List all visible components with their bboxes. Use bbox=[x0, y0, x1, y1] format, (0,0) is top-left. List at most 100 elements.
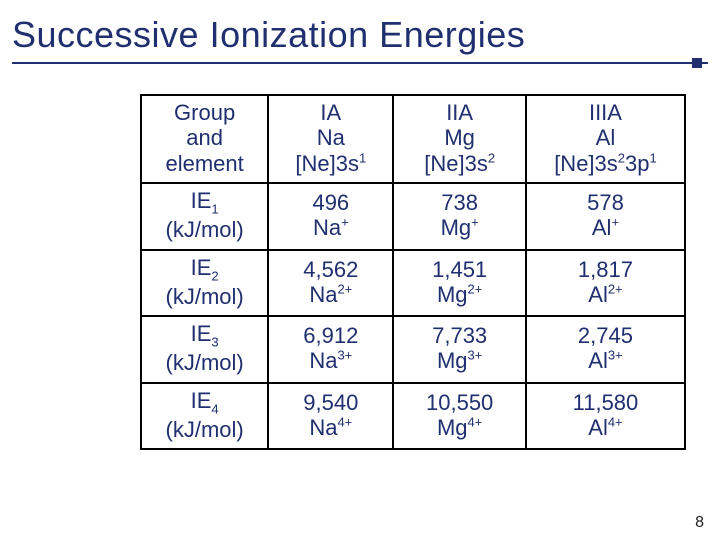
ion-base: Mg bbox=[441, 215, 472, 240]
ion-base: Al bbox=[592, 215, 612, 240]
table-row: IE2 (kJ/mol) 4,562 Na2+ 1,451 Mg2+ 1,817… bbox=[141, 250, 685, 317]
ion: Na+ bbox=[313, 215, 349, 240]
ie-label: IE3 bbox=[191, 321, 219, 346]
header-cell-col1: IA Na [Ne]3s1 bbox=[268, 95, 393, 183]
ion: Al3+ bbox=[588, 348, 622, 373]
ion-sup: 2+ bbox=[337, 282, 352, 297]
unit-label: (kJ/mol) bbox=[166, 417, 244, 442]
data-cell: 10,550 Mg4+ bbox=[393, 383, 526, 450]
ionization-table: Group and element IA Na [Ne]3s1 IIA Mg [… bbox=[140, 94, 686, 450]
unit-label: (kJ/mol) bbox=[166, 284, 244, 309]
config-base: [Ne]3s bbox=[295, 151, 359, 176]
ion-sup: 4+ bbox=[337, 415, 352, 430]
ion: Mg3+ bbox=[437, 348, 482, 373]
table-row: IE1 (kJ/mol) 496 Na+ 738 Mg+ 578 Al+ bbox=[141, 183, 685, 250]
energy-value: 10,550 bbox=[426, 390, 493, 415]
energy-value: 4,562 bbox=[303, 257, 358, 282]
ion: Mg+ bbox=[441, 215, 479, 240]
energy-value: 1,451 bbox=[432, 257, 487, 282]
ion-sup: + bbox=[341, 215, 349, 230]
ion-sup: + bbox=[611, 215, 619, 230]
ion-base: Al bbox=[588, 282, 608, 307]
element-symbol: Mg bbox=[444, 125, 475, 150]
row-label-cell: IE1 (kJ/mol) bbox=[141, 183, 268, 250]
table-row: IE4 (kJ/mol) 9,540 Na4+ 10,550 Mg4+ 11,5… bbox=[141, 383, 685, 450]
ie-sub: 3 bbox=[211, 335, 218, 350]
energy-value: 9,540 bbox=[303, 390, 358, 415]
ion: Al4+ bbox=[588, 415, 622, 440]
energy-value: 578 bbox=[587, 190, 624, 215]
ie-main: IE bbox=[191, 188, 212, 213]
header-cell-label: Group and element bbox=[141, 95, 268, 183]
element-symbol: Na bbox=[317, 125, 345, 150]
ie-label: IE2 bbox=[191, 255, 219, 280]
ion: Mg2+ bbox=[437, 282, 482, 307]
ion-sup: 2+ bbox=[468, 282, 483, 297]
data-cell: 578 Al+ bbox=[526, 183, 685, 250]
ie-sub: 2 bbox=[211, 268, 218, 283]
row-label-cell: IE4 (kJ/mol) bbox=[141, 383, 268, 450]
element-symbol: Al bbox=[596, 125, 616, 150]
config-sup: 1 bbox=[359, 150, 366, 165]
ion-sup: 3+ bbox=[337, 348, 352, 363]
ion-sup: 3+ bbox=[468, 348, 483, 363]
energy-value: 7,733 bbox=[432, 323, 487, 348]
ion-base: Na bbox=[313, 215, 341, 240]
electron-config: [Ne]3s23p1 bbox=[554, 151, 657, 176]
config-sup: 2 bbox=[618, 150, 625, 165]
config-base: [Ne]3s bbox=[424, 151, 488, 176]
config-sup: 2 bbox=[488, 150, 495, 165]
header-cell-col2: IIA Mg [Ne]3s2 bbox=[393, 95, 526, 183]
data-cell: 496 Na+ bbox=[268, 183, 393, 250]
ion-sup: + bbox=[471, 215, 479, 230]
data-cell: 4,562 Na2+ bbox=[268, 250, 393, 317]
table-row: IE3 (kJ/mol) 6,912 Na3+ 7,733 Mg3+ 2,745… bbox=[141, 316, 685, 383]
row-label-cell: IE2 (kJ/mol) bbox=[141, 250, 268, 317]
ie-label: IE1 bbox=[191, 188, 219, 213]
ion-sup: 4+ bbox=[468, 415, 483, 430]
ion-base: Na bbox=[309, 348, 337, 373]
ion-base: Al bbox=[588, 415, 608, 440]
group-label: IA bbox=[320, 100, 341, 125]
config-sup: 1 bbox=[650, 150, 657, 165]
ion: Al+ bbox=[592, 215, 619, 240]
energy-value: 11,580 bbox=[573, 390, 639, 415]
energy-value: 1,817 bbox=[578, 257, 633, 282]
ion: Al2+ bbox=[588, 282, 622, 307]
energy-value: 738 bbox=[441, 190, 478, 215]
ion: Na3+ bbox=[309, 348, 352, 373]
header-cell-col3: IIIA Al [Ne]3s23p1 bbox=[526, 95, 685, 183]
ie-sub: 4 bbox=[211, 401, 218, 416]
page-number: 8 bbox=[695, 514, 704, 532]
ion-base: Mg bbox=[437, 282, 468, 307]
row-label-cell: IE3 (kJ/mol) bbox=[141, 316, 268, 383]
data-cell: 738 Mg+ bbox=[393, 183, 526, 250]
energy-value: 496 bbox=[312, 190, 349, 215]
ion-base: Al bbox=[588, 348, 608, 373]
header-label-line1: Group bbox=[174, 100, 235, 125]
ion-base: Mg bbox=[437, 348, 468, 373]
ie-main: IE bbox=[191, 388, 212, 413]
ion-sup: 4+ bbox=[608, 415, 623, 430]
ion: Na4+ bbox=[309, 415, 352, 440]
ion-base: Na bbox=[309, 415, 337, 440]
data-cell: 11,580 Al4+ bbox=[526, 383, 685, 450]
ie-main: IE bbox=[191, 255, 212, 280]
ion-base: Mg bbox=[437, 415, 468, 440]
ie-main: IE bbox=[191, 321, 212, 346]
table: Group and element IA Na [Ne]3s1 IIA Mg [… bbox=[140, 94, 686, 450]
page-title: Successive Ionization Energies bbox=[12, 14, 525, 56]
unit-label: (kJ/mol) bbox=[166, 350, 244, 375]
energy-value: 6,912 bbox=[303, 323, 358, 348]
energy-value: 2,745 bbox=[578, 323, 633, 348]
ion-sup: 2+ bbox=[608, 282, 623, 297]
data-cell: 9,540 Na4+ bbox=[268, 383, 393, 450]
ion: Na2+ bbox=[309, 282, 352, 307]
group-label: IIIA bbox=[589, 100, 622, 125]
data-cell: 1,451 Mg2+ bbox=[393, 250, 526, 317]
unit-label: (kJ/mol) bbox=[166, 217, 244, 242]
data-cell: 1,817 Al2+ bbox=[526, 250, 685, 317]
config-tail: 3p bbox=[625, 151, 649, 176]
ie-sub: 1 bbox=[211, 201, 218, 216]
electron-config: [Ne]3s2 bbox=[424, 151, 495, 176]
